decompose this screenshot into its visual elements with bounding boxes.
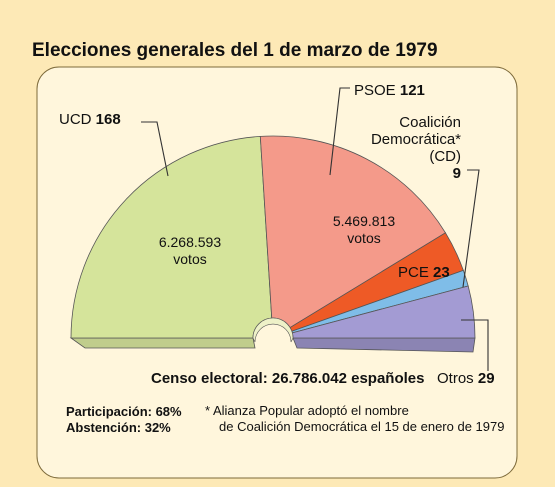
wedge-layer	[69, 135, 476, 353]
pce-label: PCE 23	[398, 264, 450, 281]
ucd-leader	[141, 121, 169, 177]
cd-seats: 9	[453, 165, 461, 182]
ucd-votes: 6.268.593	[159, 234, 221, 250]
otros-leader	[461, 319, 489, 371]
psoe-votes-unit: votos	[347, 230, 380, 246]
leader-layer	[141, 87, 489, 371]
ucd-votes-unit: votos	[173, 251, 206, 267]
hub	[252, 317, 294, 343]
chart-title: Elecciones generales del 1 de marzo de 1…	[32, 40, 438, 61]
otros-seats: 29	[478, 370, 495, 387]
ucd-base	[69, 337, 256, 349]
psoe-name: PSOE	[354, 82, 396, 99]
psoe-leader	[329, 87, 350, 176]
footnote-line2: de Coalición Democrática el 15 de enero …	[219, 419, 504, 434]
pce-name: PCE	[398, 264, 429, 281]
cd-label-line3: (CD)	[429, 148, 461, 165]
otros-name: Otros	[437, 370, 474, 387]
psoe-label: PSOE 121	[354, 82, 425, 99]
ucd-seats: 168	[96, 111, 121, 128]
ucd-label: UCD 168	[59, 111, 121, 128]
participation-text: Participación: 68%	[66, 404, 182, 419]
otros-label: Otros 29	[437, 370, 495, 387]
cd-label-line1: Coalición	[399, 114, 461, 131]
census-text: Censo electoral: 26.786.042 españoles	[151, 370, 424, 387]
footnote-line1: * Alianza Popular adoptó el nombre	[205, 403, 409, 418]
abstention-text: Abstención: 32%	[66, 420, 171, 435]
psoe-votes: 5.469.813	[333, 213, 395, 229]
cd-leader	[462, 169, 480, 288]
pce-seats: 23	[433, 264, 450, 281]
cd-label-line2: Democrática*	[371, 131, 461, 148]
ucd-name: UCD	[59, 111, 92, 128]
psoe-seats: 121	[400, 82, 425, 99]
